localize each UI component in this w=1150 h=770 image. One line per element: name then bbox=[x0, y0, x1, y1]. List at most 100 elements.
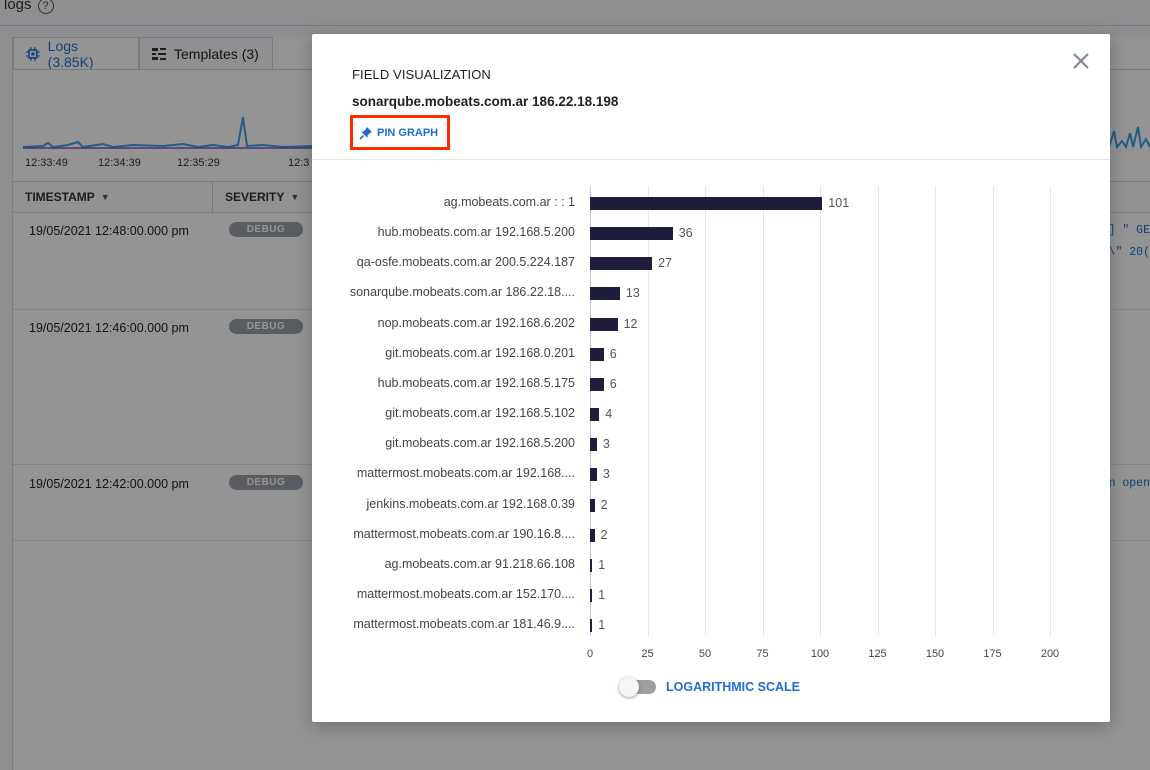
severity-badge: DEBUG bbox=[229, 222, 303, 237]
bar-value-label: 2 bbox=[600, 527, 608, 542]
log-scale-toggle[interactable]: LOGARITHMIC SCALE bbox=[619, 677, 801, 697]
column-timestamp[interactable]: TIMESTAMP ▼ bbox=[13, 182, 213, 212]
modal-label: FIELD VISUALIZATION bbox=[352, 67, 491, 82]
category-label: git.mobeats.com.ar 192.168.5.200 bbox=[385, 436, 575, 451]
category-label: nop.mobeats.com.ar 192.168.6.202 bbox=[377, 315, 575, 330]
close-icon[interactable] bbox=[1070, 50, 1092, 72]
category-label: sonarqube.mobeats.com.ar 186.22.18.... bbox=[349, 285, 575, 300]
bar[interactable] bbox=[590, 287, 620, 301]
row-timestamp: 19/05/2021 12:48:00.000 pm bbox=[29, 224, 189, 238]
category-label: mattermost.mobeats.com.ar 181.46.9.... bbox=[353, 617, 575, 632]
bar-value-label: 36 bbox=[678, 226, 693, 241]
category-label: mattermost.mobeats.com.ar 152.170.... bbox=[356, 586, 575, 601]
bar[interactable] bbox=[590, 347, 604, 361]
x-tick-label: 200 bbox=[1040, 648, 1060, 660]
bar[interactable] bbox=[590, 468, 597, 482]
x-tick-label: 0 bbox=[586, 648, 594, 660]
grid-line bbox=[1050, 186, 1051, 636]
x-tick-label: 150 bbox=[925, 648, 945, 660]
tab-templates[interactable]: Templates (3) bbox=[139, 37, 273, 69]
category-label: git.mobeats.com.ar 192.168.0.201 bbox=[385, 345, 575, 360]
histogram-sparkline bbox=[23, 116, 313, 149]
bar[interactable] bbox=[590, 498, 595, 512]
x-tick-label: 100 bbox=[810, 648, 830, 660]
bar[interactable] bbox=[590, 408, 600, 422]
bar-value-label: 101 bbox=[828, 196, 850, 210]
grid-line bbox=[762, 186, 764, 636]
tab-templates-label: Templates (3) bbox=[174, 45, 259, 62]
bar-value-label: 3 bbox=[602, 467, 610, 482]
x-tick-label: 25 bbox=[641, 648, 654, 660]
bar[interactable] bbox=[590, 377, 604, 391]
pin-icon bbox=[359, 126, 372, 140]
grid-line bbox=[820, 186, 821, 636]
modal-divider bbox=[312, 159, 1110, 160]
time-tick: 12:3 bbox=[288, 157, 310, 169]
bar-value-label: 4 bbox=[605, 407, 613, 422]
bar[interactable] bbox=[590, 197, 823, 210]
grid-line bbox=[935, 186, 936, 636]
chip-icon bbox=[26, 46, 40, 61]
bar[interactable] bbox=[590, 227, 673, 241]
bar[interactable] bbox=[590, 528, 595, 542]
time-tick: 12:34:39 bbox=[98, 157, 141, 169]
bar-value-label: 13 bbox=[625, 286, 640, 301]
column-severity[interactable]: SEVERITY ▼ bbox=[225, 190, 300, 204]
category-label: hub.mobeats.com.ar 192.168.5.175 bbox=[377, 375, 575, 390]
sort-down-icon: ▼ bbox=[100, 192, 110, 202]
x-tick-label: 175 bbox=[983, 648, 1002, 660]
header-divider bbox=[0, 25, 1150, 26]
pin-graph-button[interactable]: PIN GRAPH bbox=[350, 115, 450, 150]
category-label: git.mobeats.com.ar 192.168.5.102 bbox=[385, 406, 575, 421]
bar[interactable] bbox=[590, 257, 653, 271]
sort-down-icon: ▼ bbox=[290, 192, 300, 202]
tab-logs[interactable]: Logs (3.85K) bbox=[13, 37, 139, 70]
bar-value-label: 1 bbox=[598, 557, 606, 572]
time-tick: 12:35:29 bbox=[177, 157, 220, 169]
bar-chart: 0 25 50 75 100 125 150 175 200 ag.mobeats.com.ar … bbox=[312, 174, 1110, 674]
row-timestamp: 19/05/2021 12:46:00.000 pm bbox=[29, 321, 189, 335]
severity-badge: DEBUG bbox=[229, 319, 303, 334]
bar[interactable] bbox=[590, 588, 593, 602]
pin-graph-label: PIN GRAPH bbox=[377, 126, 439, 139]
modal-subtitle: sonarqube.mobeats.com.ar 186.22.18.198 bbox=[352, 94, 619, 109]
toggle-switch[interactable] bbox=[619, 677, 656, 697]
bar[interactable] bbox=[590, 438, 597, 452]
grid-line bbox=[992, 186, 994, 636]
toggle-knob bbox=[619, 677, 639, 697]
page-title: logs? bbox=[4, 0, 54, 14]
toggle-label: LOGARITHMIC SCALE bbox=[666, 680, 801, 694]
grid-line bbox=[647, 186, 649, 636]
category-label: mattermost.mobeats.com.ar 192.168.... bbox=[356, 466, 575, 481]
row-snippet: ] " GE bbox=[1108, 224, 1150, 237]
category-label: ag.mobeats.com.ar 91.218.66.108 bbox=[384, 556, 575, 571]
bar-value-label: 6 bbox=[609, 346, 617, 361]
grid-line bbox=[877, 186, 879, 636]
category-label: ag.mobeats.com.ar : : 1 bbox=[443, 195, 575, 209]
bar-value-label: 6 bbox=[609, 376, 617, 391]
list-icon bbox=[152, 47, 166, 60]
severity-badge: DEBUG bbox=[229, 475, 303, 490]
bar-value-label: 1 bbox=[598, 618, 606, 633]
bar[interactable] bbox=[590, 558, 593, 572]
grid-line bbox=[705, 186, 706, 636]
x-tick-label: 125 bbox=[868, 648, 887, 660]
bar-value-label: 27 bbox=[658, 256, 672, 271]
category-label: qa-osfe.mobeats.com.ar 200.5.224.187 bbox=[356, 255, 575, 270]
help-icon[interactable]: ? bbox=[37, 0, 54, 14]
bar-value-label: 1 bbox=[598, 587, 606, 602]
category-label: jenkins.mobeats.com.ar 192.168.0.39 bbox=[366, 496, 575, 511]
bar-value-label: 12 bbox=[623, 316, 638, 331]
row-snippet: n open bbox=[1108, 477, 1150, 490]
time-tick: 12:33:49 bbox=[25, 157, 68, 169]
tab-logs-label: Logs (3.85K) bbox=[47, 37, 94, 70]
bar-value-label: 2 bbox=[600, 497, 608, 512]
category-label: hub.mobeats.com.ar 192.168.5.200 bbox=[377, 225, 575, 240]
category-label: mattermost.mobeats.com.ar 190.16.8.... bbox=[353, 526, 575, 541]
row-timestamp: 19/05/2021 12:42:00.000 pm bbox=[29, 477, 189, 491]
bar[interactable] bbox=[590, 619, 593, 633]
row-snippet: \" 20( bbox=[1108, 246, 1150, 259]
bar-value-label: 3 bbox=[602, 437, 610, 452]
bar[interactable] bbox=[590, 317, 618, 331]
x-tick-label: 75 bbox=[756, 648, 769, 660]
